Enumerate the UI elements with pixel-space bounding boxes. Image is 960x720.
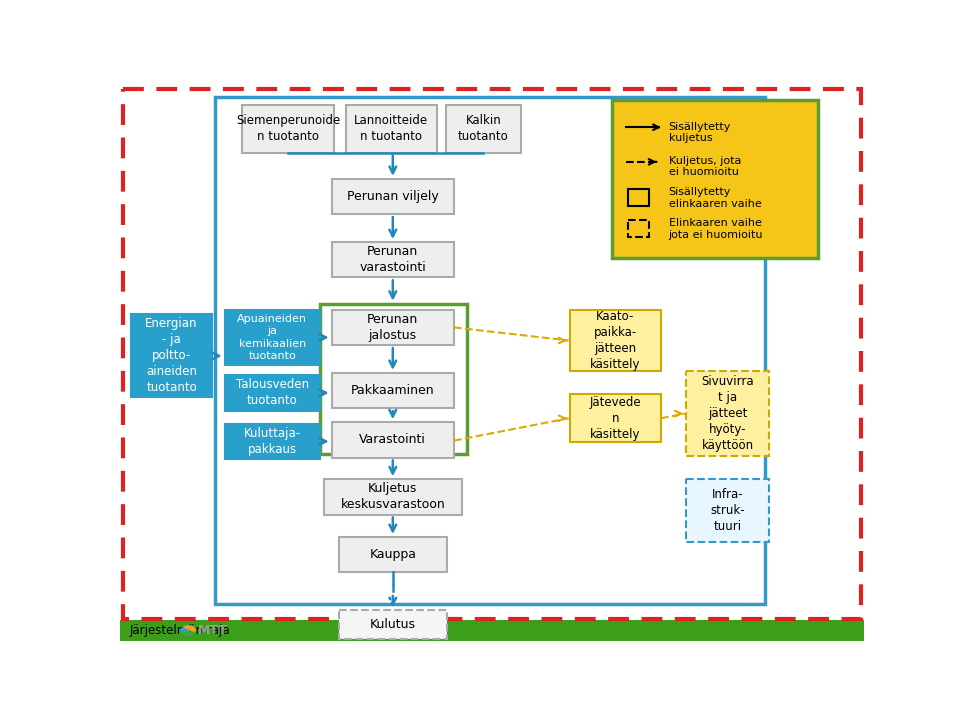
Text: Energian
- ja
poltto-
aineiden
tuotanto: Energian - ja poltto- aineiden tuotanto — [145, 317, 198, 394]
Bar — [331, 373, 454, 408]
Text: Sisällytetty
kuljetus: Sisällytetty kuljetus — [669, 122, 732, 143]
Bar — [339, 537, 447, 572]
Bar — [339, 610, 447, 639]
Polygon shape — [181, 632, 195, 636]
Text: Infra-
struk-
tuuri: Infra- struk- tuuri — [710, 488, 745, 534]
Bar — [120, 620, 864, 641]
Bar — [225, 310, 320, 365]
Bar — [225, 375, 320, 410]
Polygon shape — [181, 627, 192, 636]
Text: Sivuvirra
t ja
jätteet
hyöty-
käyttöön: Sivuvirra t ja jätteet hyöty- käyttöön — [702, 375, 754, 452]
Bar — [685, 372, 770, 456]
Text: Sisällytetty
elinkaaren vaihe: Sisällytetty elinkaaren vaihe — [669, 187, 761, 209]
Text: Kaato-
paikka-
jätteen
käsittely: Kaato- paikka- jätteen käsittely — [590, 310, 640, 371]
Text: Kauppa: Kauppa — [370, 548, 417, 561]
Text: Perunan
jalostus: Perunan jalostus — [367, 313, 419, 342]
Text: Talousveden
tuotanto: Talousveden tuotanto — [236, 378, 309, 408]
Bar — [331, 422, 454, 457]
Text: Apuaineiden
ja
kemikaalien
tuotanto: Apuaineiden ja kemikaalien tuotanto — [237, 314, 307, 361]
Bar — [331, 179, 454, 215]
Text: MTT: MTT — [198, 624, 228, 637]
Text: Jätevede
n
käsittely: Jätevede n käsittely — [589, 396, 641, 441]
Text: Perunan viljely: Perunan viljely — [347, 190, 439, 203]
Polygon shape — [184, 626, 195, 632]
Bar — [628, 189, 649, 206]
Text: Pakkaaminen: Pakkaaminen — [351, 384, 435, 397]
Bar — [685, 479, 770, 542]
Bar — [131, 313, 212, 397]
Text: Elinkaaren vaihe
jota ei huomioitu: Elinkaaren vaihe jota ei huomioitu — [669, 218, 763, 240]
Text: Siemenperunoide
n tuotanto: Siemenperunoide n tuotanto — [236, 114, 340, 143]
Text: Kuljetus, jota
ei huomioitu: Kuljetus, jota ei huomioitu — [669, 156, 741, 177]
Text: Kuljetus
keskusvarastoon: Kuljetus keskusvarastoon — [341, 482, 445, 511]
Text: Kuluttaja-
pakkaus: Kuluttaja- pakkaus — [244, 427, 300, 456]
Bar — [445, 105, 521, 153]
Text: Varastointi: Varastointi — [359, 433, 426, 446]
Bar — [628, 220, 649, 237]
Text: Järjestelmän raja: Järjestelmän raja — [130, 624, 230, 637]
Text: Kalkin
tuotanto: Kalkin tuotanto — [458, 114, 509, 143]
Bar — [346, 105, 437, 153]
Text: Perunan
varastointi: Perunan varastointi — [359, 245, 426, 274]
Bar — [243, 105, 334, 153]
Bar — [214, 97, 765, 604]
Bar — [569, 395, 660, 442]
Bar — [612, 100, 818, 258]
Bar — [320, 304, 468, 454]
Text: Kulutus: Kulutus — [370, 618, 416, 631]
Bar — [225, 423, 320, 459]
Text: Lannoitteide
n tuotanto: Lannoitteide n tuotanto — [354, 114, 428, 143]
Bar — [331, 310, 454, 345]
Bar — [324, 479, 462, 515]
Bar — [331, 242, 454, 277]
Bar — [569, 310, 660, 372]
